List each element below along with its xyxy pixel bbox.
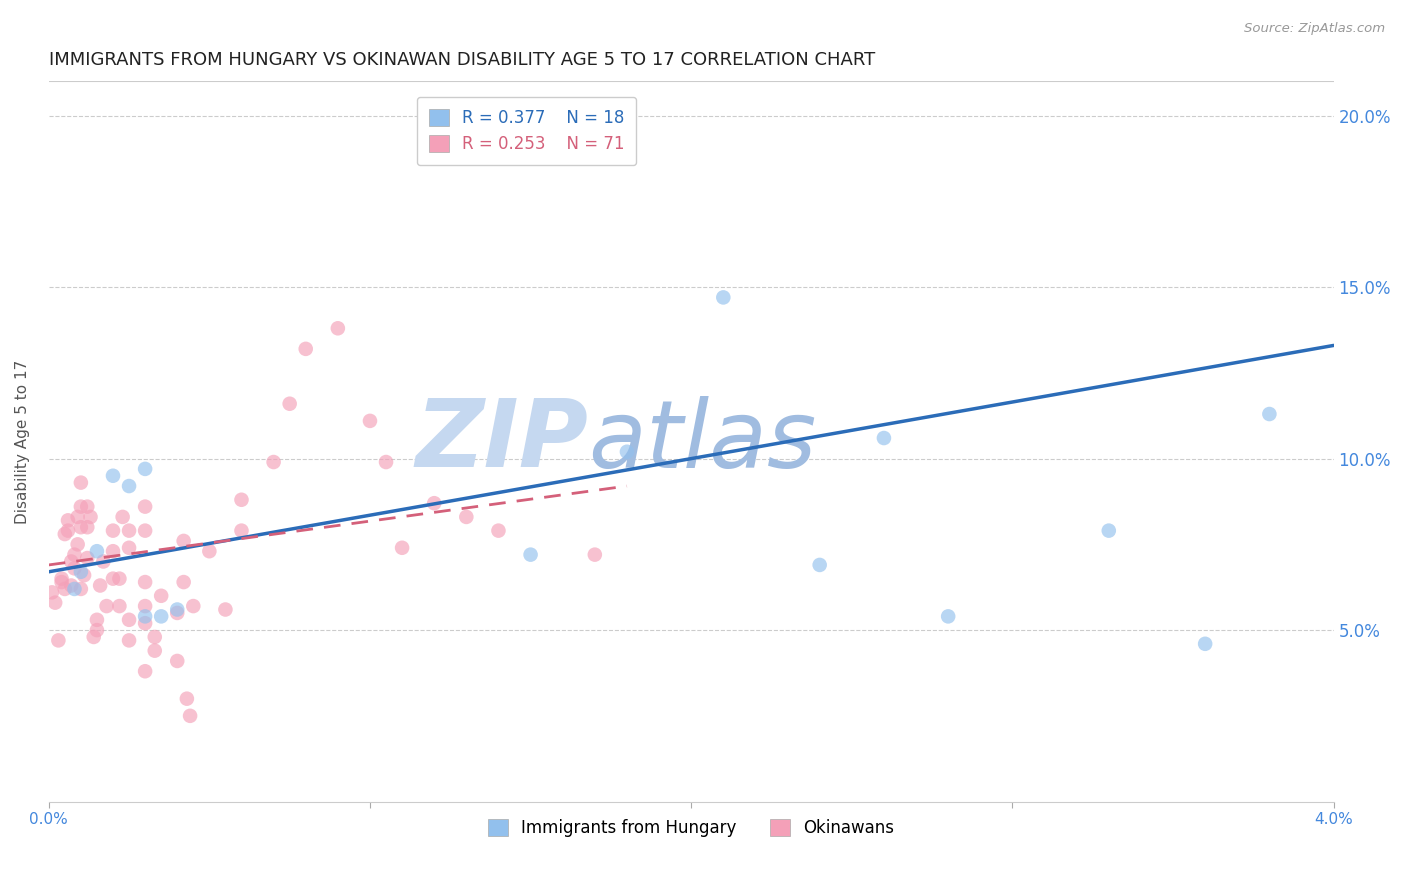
Point: [108, 572, 131, 586]
Point: [96, 599, 118, 613]
Point: [134, 599, 156, 613]
Point: [70, 475, 93, 490]
Point: [711, 290, 734, 304]
Point: [1098, 524, 1121, 538]
Point: [118, 633, 141, 648]
Point: [101, 544, 124, 558]
Point: [48, 633, 70, 648]
Point: [134, 609, 156, 624]
Point: [1194, 637, 1216, 651]
Point: [83, 630, 105, 644]
Point: [101, 572, 124, 586]
Point: [73, 568, 96, 582]
Point: [51, 572, 73, 586]
Point: [936, 609, 959, 624]
Point: [63, 548, 86, 562]
Point: [1258, 407, 1281, 421]
Point: [101, 468, 124, 483]
Point: [44, 596, 66, 610]
Point: [179, 709, 201, 723]
Point: [808, 558, 831, 572]
Point: [519, 548, 541, 562]
Point: [70, 500, 93, 514]
Text: ZIP: ZIP: [416, 395, 588, 487]
Point: [66, 509, 89, 524]
Point: [134, 616, 156, 631]
Point: [143, 643, 166, 657]
Point: [41, 585, 63, 599]
Point: [143, 630, 166, 644]
Point: [214, 602, 236, 616]
Point: [60, 578, 83, 592]
Point: [60, 554, 83, 568]
Point: [63, 582, 86, 596]
Point: [70, 582, 93, 596]
Point: [89, 578, 111, 592]
Point: [278, 397, 301, 411]
Point: [231, 492, 253, 507]
Point: [198, 544, 221, 558]
Point: [76, 520, 98, 534]
Point: [118, 524, 141, 538]
Point: [118, 479, 141, 493]
Point: [263, 455, 285, 469]
Point: [86, 623, 108, 637]
Point: [134, 462, 156, 476]
Point: [53, 582, 76, 596]
Point: [134, 524, 156, 538]
Point: [173, 533, 195, 548]
Point: [108, 599, 131, 613]
Text: atlas: atlas: [588, 396, 817, 487]
Point: [166, 606, 188, 620]
Legend: Immigrants from Hungary, Okinawans: Immigrants from Hungary, Okinawans: [481, 812, 901, 844]
Point: [583, 548, 606, 562]
Point: [150, 589, 173, 603]
Point: [488, 524, 510, 538]
Point: [181, 599, 204, 613]
Point: [423, 496, 446, 510]
Point: [56, 513, 79, 527]
Point: [616, 444, 638, 458]
Point: [63, 561, 86, 575]
Point: [53, 527, 76, 541]
Point: [456, 509, 478, 524]
Point: [134, 500, 156, 514]
Point: [873, 431, 896, 445]
Point: [66, 537, 89, 551]
Point: [51, 575, 73, 590]
Point: [93, 554, 115, 568]
Y-axis label: Disability Age 5 to 17: Disability Age 5 to 17: [15, 359, 30, 524]
Point: [294, 342, 316, 356]
Point: [166, 602, 188, 616]
Point: [56, 524, 79, 538]
Point: [391, 541, 413, 555]
Point: [86, 544, 108, 558]
Point: [359, 414, 381, 428]
Point: [134, 575, 156, 590]
Point: [79, 509, 101, 524]
Point: [166, 654, 188, 668]
Point: [118, 541, 141, 555]
Point: [173, 575, 195, 590]
Point: [326, 321, 349, 335]
Point: [118, 613, 141, 627]
Point: [70, 520, 93, 534]
Point: [176, 691, 198, 706]
Point: [134, 665, 156, 679]
Point: [150, 609, 173, 624]
Point: [231, 524, 253, 538]
Point: [375, 455, 398, 469]
Point: [101, 524, 124, 538]
Text: Source: ZipAtlas.com: Source: ZipAtlas.com: [1244, 22, 1385, 36]
Point: [70, 565, 93, 579]
Point: [76, 551, 98, 566]
Point: [86, 613, 108, 627]
Point: [76, 500, 98, 514]
Point: [111, 509, 134, 524]
Text: IMMIGRANTS FROM HUNGARY VS OKINAWAN DISABILITY AGE 5 TO 17 CORRELATION CHART: IMMIGRANTS FROM HUNGARY VS OKINAWAN DISA…: [49, 51, 875, 69]
